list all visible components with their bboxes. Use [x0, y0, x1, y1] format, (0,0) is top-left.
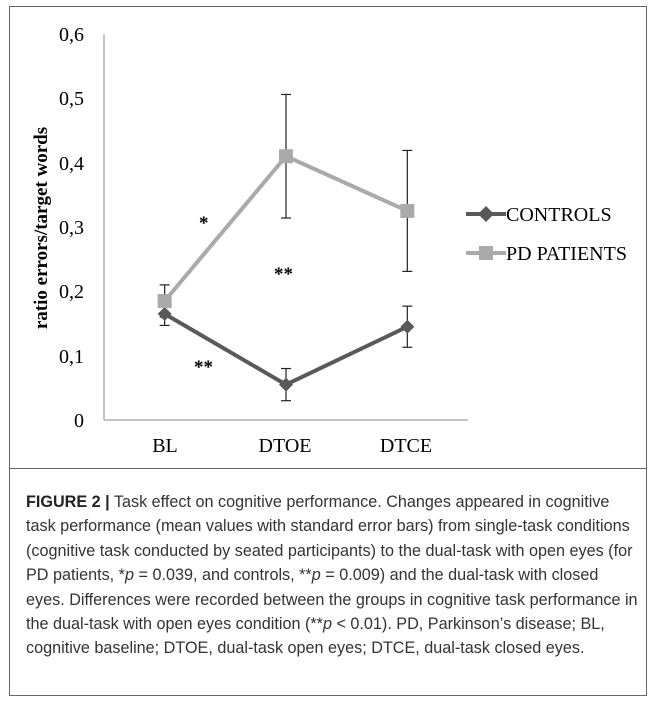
- caption-p-value: p: [322, 615, 332, 634]
- y-tick-label: 0,3: [59, 217, 84, 239]
- figure-frame: [9, 6, 647, 696]
- significance-annotation: **: [194, 357, 213, 378]
- caption-p-value: p: [311, 566, 321, 585]
- data-point-controls: [400, 319, 415, 334]
- data-point-pd-patients: [279, 149, 293, 164]
- x-tick-label: DTOE: [259, 435, 312, 457]
- data-point-controls: [279, 377, 293, 392]
- x-tick-label: DTCE: [380, 435, 432, 457]
- figure-caption: FIGURE 2 | Task effect on cognitive perf…: [26, 490, 638, 661]
- x-tick-label: BL: [152, 435, 178, 457]
- caption-text: = 0.009) and the dual-task with closed e…: [26, 566, 638, 634]
- legend-marker-controls: [478, 206, 494, 222]
- y-tick-label: 0,6: [59, 24, 84, 46]
- significance-annotation: *: [199, 213, 209, 234]
- data-point-controls: [157, 306, 172, 321]
- y-tick-label: 0,4: [59, 153, 84, 175]
- line-chart: 0 0,1 0,2 0,3 0,4 0,5 0,6 BL DTOE DTCE r…: [31, 24, 627, 457]
- caption-text: = 0.039, and controls, **: [134, 566, 312, 585]
- legend-marker-pd-patients: [479, 246, 493, 260]
- y-tick-labels: 0 0,1 0,2 0,3 0,4 0,5 0,6: [59, 24, 84, 432]
- y-tick-label: 0,5: [59, 88, 84, 110]
- caption-text: Task effect on cognitive performance. Ch…: [26, 493, 633, 585]
- legend: CONTROLS PD PATIENTS: [466, 204, 627, 265]
- y-axis-label: ratio errors/target words: [31, 127, 52, 329]
- legend-label-pd-patients: PD PATIENTS: [506, 243, 627, 265]
- y-tick-label: 0,2: [59, 281, 84, 303]
- plot-area: [157, 93, 415, 402]
- legend-label-controls: CONTROLS: [506, 204, 612, 226]
- caption-text: < 0.01). PD, Parkinson’s disease; BL, co…: [26, 615, 605, 658]
- y-tick-label: 0: [74, 410, 84, 432]
- data-point-pd-patients: [400, 203, 415, 218]
- data-point-pd-patients: [157, 293, 172, 308]
- x-tick-labels: BL DTOE DTCE: [152, 435, 432, 457]
- significance-annotation: **: [274, 264, 293, 285]
- y-tick-label: 0,1: [59, 346, 84, 368]
- caption-p-value: p: [124, 566, 134, 585]
- caption-divider: [9, 468, 647, 469]
- caption-label: FIGURE 2 |: [26, 493, 110, 511]
